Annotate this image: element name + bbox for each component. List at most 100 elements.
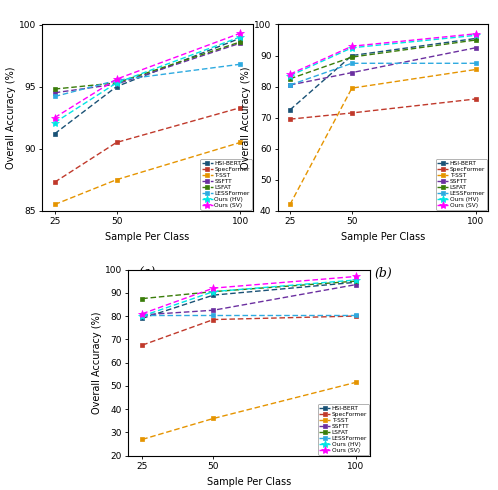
T-SST bbox=[238, 140, 244, 146]
Line: LESSFormer: LESSFormer bbox=[52, 62, 243, 99]
Ours (HV) bbox=[349, 45, 355, 50]
HSI-BERT bbox=[114, 84, 120, 90]
SSFTT bbox=[238, 40, 244, 46]
Line: Ours (HV): Ours (HV) bbox=[286, 31, 480, 80]
T-SST bbox=[473, 67, 479, 73]
Line: SpecFormer: SpecFormer bbox=[140, 314, 358, 347]
Line: Ours (SV): Ours (SV) bbox=[286, 29, 480, 78]
LSFAT bbox=[139, 295, 145, 301]
LESSFormer bbox=[349, 60, 355, 66]
Legend: HSI-BERT, SpecFormer, T-SST, SSFTT, LSFAT, LESSFormer, Ours (HV), Ours (SV): HSI-BERT, SpecFormer, T-SST, SSFTT, LSFA… bbox=[436, 159, 487, 210]
HSI-BERT bbox=[353, 279, 359, 285]
HSI-BERT bbox=[238, 35, 244, 41]
Ours (SV) bbox=[473, 31, 479, 37]
Line: Ours (SV): Ours (SV) bbox=[50, 29, 245, 122]
Line: HSI-BERT: HSI-BERT bbox=[52, 36, 243, 136]
Line: LSFAT: LSFAT bbox=[52, 40, 243, 92]
LESSFormer bbox=[238, 61, 244, 67]
Ours (SV) bbox=[139, 311, 145, 317]
Line: T-SST: T-SST bbox=[52, 140, 243, 207]
Line: HSI-BERT: HSI-BERT bbox=[140, 280, 358, 321]
X-axis label: Sample Per Class: Sample Per Class bbox=[341, 231, 425, 242]
T-SST bbox=[349, 85, 355, 91]
Line: LSFAT: LSFAT bbox=[140, 279, 358, 301]
Ours (SV) bbox=[353, 273, 359, 279]
Line: SSFTT: SSFTT bbox=[52, 41, 243, 95]
T-SST bbox=[353, 379, 359, 385]
SpecFormer bbox=[287, 116, 293, 122]
SSFTT bbox=[52, 90, 58, 96]
Ours (HV) bbox=[238, 34, 244, 40]
Y-axis label: Overall Accuracy (%): Overall Accuracy (%) bbox=[92, 311, 102, 414]
LSFAT bbox=[114, 80, 120, 86]
Ours (SV) bbox=[114, 76, 120, 82]
SSFTT bbox=[349, 70, 355, 75]
Ours (HV) bbox=[114, 80, 120, 86]
LSFAT bbox=[211, 289, 217, 294]
LESSFormer bbox=[287, 82, 293, 88]
HSI-BERT bbox=[139, 316, 145, 321]
LESSFormer bbox=[211, 312, 217, 318]
LSFAT bbox=[238, 39, 244, 45]
LSFAT bbox=[349, 54, 355, 60]
LESSFormer bbox=[353, 312, 359, 318]
Ours (HV) bbox=[353, 277, 359, 283]
X-axis label: Sample Per Class: Sample Per Class bbox=[207, 476, 291, 487]
Text: (a): (a) bbox=[139, 267, 156, 280]
SpecFormer bbox=[52, 179, 58, 185]
LSFAT bbox=[473, 37, 479, 43]
Ours (SV) bbox=[287, 71, 293, 77]
T-SST bbox=[52, 201, 58, 207]
Line: Ours (HV): Ours (HV) bbox=[50, 33, 245, 127]
Ours (SV) bbox=[238, 30, 244, 36]
SpecFormer bbox=[211, 317, 217, 322]
Ours (HV) bbox=[211, 289, 217, 294]
SpecFormer bbox=[349, 110, 355, 116]
Line: SpecFormer: SpecFormer bbox=[52, 105, 243, 185]
LESSFormer bbox=[139, 312, 145, 318]
Line: LSFAT: LSFAT bbox=[287, 38, 478, 81]
LSFAT bbox=[52, 86, 58, 92]
Line: SSFTT: SSFTT bbox=[140, 282, 358, 318]
SSFTT bbox=[353, 282, 359, 288]
SpecFormer bbox=[473, 96, 479, 102]
SpecFormer bbox=[114, 140, 120, 146]
Ours (HV) bbox=[139, 313, 145, 319]
Y-axis label: Overall Accuracy (%): Overall Accuracy (%) bbox=[242, 66, 251, 169]
HSI-BERT bbox=[349, 52, 355, 58]
HSI-BERT bbox=[52, 131, 58, 137]
Ours (HV) bbox=[52, 120, 58, 125]
Line: Ours (HV): Ours (HV) bbox=[138, 276, 360, 320]
HSI-BERT bbox=[287, 107, 293, 113]
SpecFormer bbox=[139, 342, 145, 348]
LESSFormer bbox=[473, 60, 479, 66]
Legend: HSI-BERT, SpecFormer, T-SST, SSFTT, LSFAT, LESSFormer, Ours (HV), Ours (SV): HSI-BERT, SpecFormer, T-SST, SSFTT, LSFA… bbox=[200, 159, 251, 210]
Line: SpecFormer: SpecFormer bbox=[287, 97, 478, 122]
T-SST bbox=[287, 201, 293, 207]
Text: (b): (b) bbox=[374, 267, 392, 280]
Line: T-SST: T-SST bbox=[140, 380, 358, 442]
LESSFormer bbox=[52, 94, 58, 99]
Y-axis label: Overall Accuracy (%): Overall Accuracy (%) bbox=[6, 66, 16, 169]
Line: Ours (SV): Ours (SV) bbox=[138, 272, 360, 318]
Line: SSFTT: SSFTT bbox=[287, 46, 478, 87]
Ours (SV) bbox=[349, 43, 355, 49]
T-SST bbox=[139, 437, 145, 442]
SSFTT bbox=[473, 45, 479, 50]
HSI-BERT bbox=[211, 292, 217, 298]
Ours (HV) bbox=[287, 73, 293, 78]
Legend: HSI-BERT, SpecFormer, T-SST, SSFTT, LSFAT, LESSFormer, Ours (HV), Ours (SV): HSI-BERT, SpecFormer, T-SST, SSFTT, LSFA… bbox=[318, 404, 369, 455]
HSI-BERT bbox=[473, 35, 479, 41]
LSFAT bbox=[287, 76, 293, 82]
SSFTT bbox=[287, 82, 293, 88]
SSFTT bbox=[139, 312, 145, 318]
Line: LESSFormer: LESSFormer bbox=[287, 61, 478, 87]
SSFTT bbox=[114, 81, 120, 87]
LESSFormer bbox=[114, 77, 120, 83]
X-axis label: Sample Per Class: Sample Per Class bbox=[106, 231, 190, 242]
Ours (HV) bbox=[473, 32, 479, 38]
SSFTT bbox=[211, 307, 217, 313]
LSFAT bbox=[353, 278, 359, 284]
T-SST bbox=[114, 177, 120, 183]
Line: T-SST: T-SST bbox=[287, 67, 478, 207]
